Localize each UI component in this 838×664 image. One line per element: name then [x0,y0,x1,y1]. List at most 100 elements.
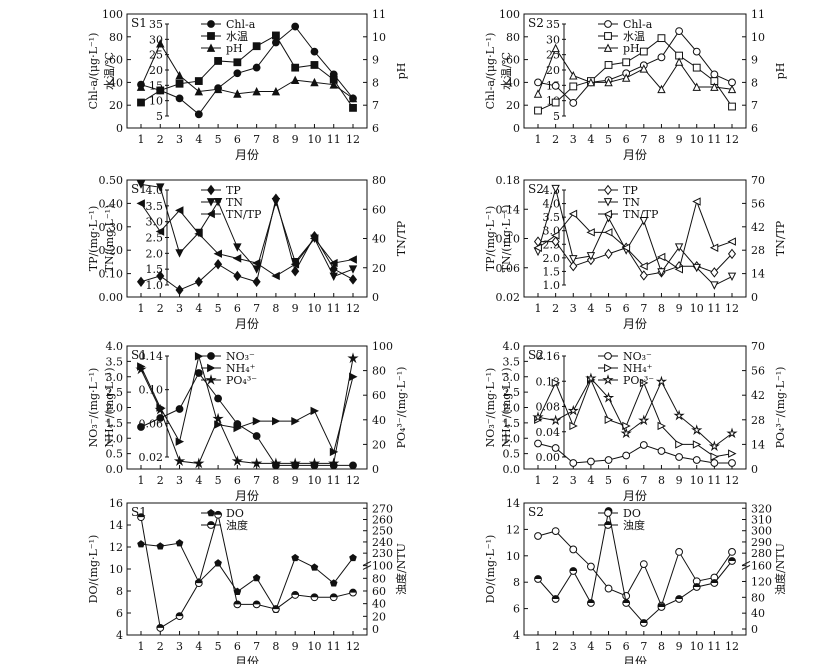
data-point [620,427,632,439]
y-left2-tick-label: 35 [546,18,560,31]
x-tick-label: 10 [307,133,321,146]
y-left2-tick-label: 2.0 [146,247,164,260]
y-left-tick-label: 1.0 [503,432,521,445]
data-point [252,63,261,72]
x-tick-label: 12 [725,640,739,653]
series-3 [135,352,359,469]
x-tick-label: 8 [658,133,665,146]
y-left-tick-label: 100 [102,8,123,21]
y-right-tick-label: 60 [372,585,386,598]
y-left-tick-label: 1.5 [106,417,124,430]
x-tick-label: 10 [307,474,321,487]
panel-1: S11 2 3 4 5 6 7 8 9 10 11 12月份020406080100510152025… [102,8,386,162]
x-tick-label: 11 [707,640,721,653]
x-tick-label: 5 [605,640,612,653]
data-point [272,416,281,426]
data-point [194,369,203,377]
y-left-tick-label: 0.5 [106,448,124,461]
series-line [140,203,354,277]
x-tick-label: 11 [707,474,721,487]
data-point [692,82,701,91]
data-point [271,87,281,96]
data-point [569,260,578,272]
data-point [569,99,578,107]
y-left2-tick-label: 35 [149,18,163,31]
data-point [727,84,737,94]
data-point [675,547,683,556]
axis-break-mark [362,560,372,570]
data-point [569,71,578,80]
y-right-tick-label: 0 [372,463,379,476]
x-tick-label: 12 [346,474,360,487]
x-tick-label: 8 [658,640,665,653]
y-right-tick-label: 0 [751,623,758,636]
y-left2-tick-label: 0.16 [536,350,561,363]
y-left-tick-label: 3.0 [106,371,124,384]
data-point [329,258,338,268]
panel-8: S21 2 3 4 5 6 7 8 9 10 11 12月份468101214040801201602… [506,497,772,664]
y-left-tick-label: 0.30 [99,221,124,234]
data-point [602,391,615,403]
y-right-tick-label: 60 [372,203,386,216]
y-left2-axis-title: 水温/℃ [500,52,513,90]
legend-marker [207,363,216,373]
data-point [604,77,613,87]
data-point [710,452,719,461]
x-tick-label: 6 [234,474,241,487]
x-tick-label: 4 [195,302,202,315]
x-tick-label: 7 [640,640,647,653]
x-tick-label: 9 [676,302,683,315]
y-left-tick-label: 0.00 [99,291,124,304]
series-line [140,183,354,278]
data-point [175,79,184,88]
data-point [175,284,184,296]
x-tick-label: 10 [307,302,321,315]
legend: NO₃⁻NH₄⁺PO₄³⁻ [201,350,257,387]
x-tick-label: 2 [552,474,559,487]
data-point [728,547,736,556]
y-left-tick-label: 12 [109,541,123,554]
x-tick-label: 6 [234,302,241,315]
y-right-tick-label: 42 [751,389,765,402]
x-tick-label: 5 [605,133,612,146]
data-point [214,394,222,403]
legend-label: 水温 [226,30,248,43]
x-tick-label: 11 [327,640,341,653]
data-point [728,557,736,561]
y-left-tick-label: 6 [513,603,520,616]
data-point [551,236,560,247]
y-right-tick-label: 28 [751,244,765,257]
x-tick-label: 3 [176,640,183,653]
y-left-tick-label: 0.14 [496,203,521,216]
y-left-axis-title: TP/(mg·L⁻¹) [87,206,100,272]
data-point [710,82,719,91]
series-3 [136,39,358,103]
y-right-axis-title: TN/TP [395,220,408,256]
data-point [622,591,631,600]
legend-label: PO₄³⁻ [623,374,654,387]
data-point [727,248,737,260]
data-point [692,456,701,464]
data-point [291,553,300,562]
data-point [233,69,242,78]
data-point [639,441,648,449]
legend-marker [205,374,217,385]
data-point [329,579,338,587]
data-point [675,453,683,461]
data-point [674,57,684,66]
data-point [655,375,668,387]
y-left2-axis-title: TN/(mg·L⁻¹) [103,205,116,273]
data-point [348,274,358,285]
data-point [154,403,166,415]
data-point [638,414,650,426]
x-tick-label: 2 [157,133,164,146]
y-left-tick-label: 2.0 [503,402,521,415]
y-left2-tick-label: 25 [149,49,163,62]
y-left-tick-label: 4 [513,629,520,642]
x-tick-label: 7 [640,474,647,487]
y-right-axis-title: pH [395,63,408,80]
data-point [569,545,578,554]
data-point [534,106,542,115]
y-left-tick-label: 0 [116,122,123,135]
